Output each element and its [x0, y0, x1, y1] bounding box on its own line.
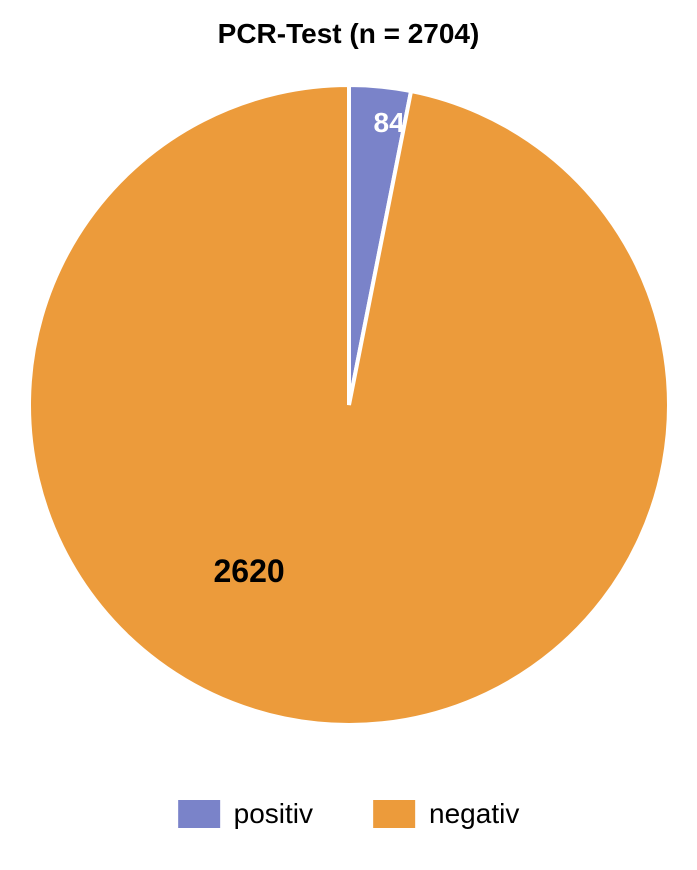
pie-slice-negativ: [29, 85, 669, 725]
slice-value-negativ: 2620: [214, 553, 285, 590]
legend-label-negativ: negativ: [429, 798, 519, 830]
pie-chart-container: PCR-Test (n = 2704) 84 2620 positiv nega…: [0, 0, 697, 870]
pie-svg: [29, 85, 669, 725]
legend: positiv negativ: [178, 798, 520, 830]
legend-swatch-negativ: [373, 800, 415, 828]
legend-label-positiv: positiv: [234, 798, 313, 830]
legend-swatch-positiv: [178, 800, 220, 828]
legend-item-negativ: negativ: [373, 798, 519, 830]
legend-item-positiv: positiv: [178, 798, 313, 830]
pie-area: 84 2620: [29, 85, 669, 725]
slice-value-positiv: 84: [374, 107, 405, 139]
chart-title: PCR-Test (n = 2704): [0, 0, 697, 50]
